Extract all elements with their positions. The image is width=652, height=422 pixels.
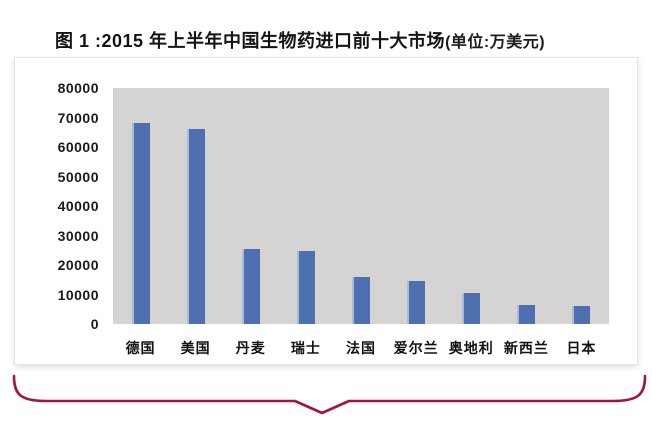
bar (352, 276, 370, 324)
bar (186, 129, 205, 324)
y-tick-label: 20000 (57, 257, 99, 273)
category-label: 德国 (125, 340, 156, 356)
y-tick-label: 10000 (57, 286, 99, 303)
page-title-unit: (单位:万美元) (445, 34, 546, 51)
category-label: 奥地利 (448, 340, 494, 356)
category-label: 新西兰 (503, 340, 549, 356)
bar (517, 304, 536, 324)
chart-panel: 0 10000 20000 30000 40000 50000 60000 70000 8000… (14, 57, 638, 365)
category-label: 法国 (346, 340, 376, 356)
category-label: 丹麦 (235, 340, 266, 356)
y-tick-label: 70000 (57, 109, 99, 126)
bar (462, 293, 481, 324)
bar (296, 251, 315, 324)
x-axis-labels: 德国 美国 丹麦 瑞士 法国 爱尔兰 奥地利 新西兰 日本 (113, 338, 609, 358)
category-label: 美国 (180, 340, 211, 356)
category-label: 日本 (566, 340, 597, 356)
y-tick-label: 60000 (57, 139, 99, 155)
page-title: 图 1 :2015 年上半年中国生物药进口前十大市场(单位:万美元) (55, 27, 545, 53)
bar (131, 123, 150, 324)
y-tick-label: 0 (90, 316, 99, 332)
y-axis: 0 10000 20000 30000 40000 50000 60000 70000 8000… (15, 58, 109, 364)
category-label: 瑞士 (290, 340, 321, 356)
page-title-main: 图 1 :2015 年上半年中国生物药进口前十大市场 (55, 31, 446, 51)
underbrace-path (12, 374, 647, 415)
y-tick-label: 50000 (57, 168, 99, 185)
underbrace-decoration (12, 374, 647, 415)
bar (407, 281, 426, 324)
y-tick-label: 30000 (57, 227, 99, 244)
category-label: 爱尔兰 (393, 340, 439, 356)
y-tick-label: 80000 (57, 80, 99, 96)
bar (241, 249, 260, 324)
bar (572, 306, 591, 324)
y-tick-label: 40000 (57, 198, 99, 214)
